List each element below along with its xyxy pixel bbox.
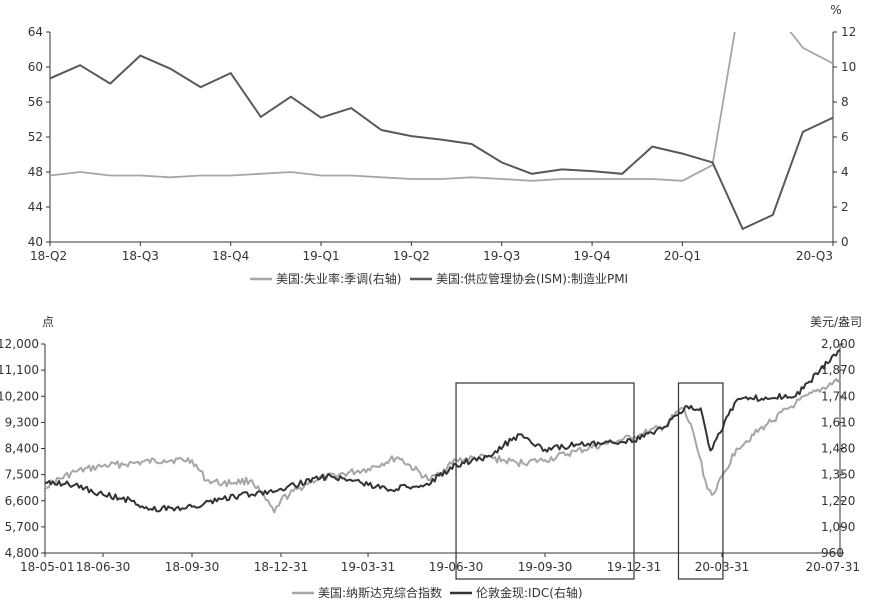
bottom-x-tick-label: 19-09-30: [518, 560, 572, 574]
series-line-unemployment: [50, 32, 833, 182]
top-y-tick-right-label: 6: [841, 130, 849, 144]
legend-label-ism-pmi: 美国:供应管理协会(ISM):制造业PMI: [436, 271, 628, 286]
top-y-tick-right-label: 2: [841, 200, 849, 214]
top-y-ticks-right: 0 2 4 6 8 10 12: [833, 25, 856, 249]
top-y-tick-right-label: 0: [841, 235, 849, 249]
bottom-x-tick-label: 18-05-01: [20, 560, 74, 574]
bottom-y-tick-right-label: 1,220: [821, 494, 855, 508]
top-x-tick-label: 20-Q3: [796, 249, 833, 263]
series-line-nasdaq: [44, 378, 841, 514]
bottom-y-tick-left-label: 10,200: [0, 389, 39, 403]
top-y-ticks-left: 40 44 48 52 56 60 64: [28, 25, 50, 249]
top-y-tick-left-label: 52: [28, 130, 43, 144]
bottom-y-tick-left-label: 11,100: [0, 363, 39, 377]
bottom-left-axis-unit: 点: [42, 315, 54, 329]
top-x-tick-label: 19-Q1: [302, 249, 339, 263]
top-y-tick-right-label: 8: [841, 95, 849, 109]
highlight-box-2: [677, 382, 724, 580]
top-y-tick-left-label: 60: [28, 60, 43, 74]
bottom-x-tick-label: 18-12-31: [254, 560, 308, 574]
bottom-y-tick-right-label: 1,610: [821, 415, 855, 429]
top-x-tick-label: 18-Q2: [30, 249, 67, 263]
bottom-y-tick-right-label: 1,350: [821, 468, 855, 482]
highlight-boxes: [455, 382, 724, 580]
top-x-tick-label: 19-Q4: [574, 249, 611, 263]
highlight-box-1: [455, 382, 635, 580]
bottom-y-tick-right-label: 1,480: [821, 442, 855, 456]
bottom-y-tick-left-label: 8,400: [5, 442, 39, 456]
bottom-y-tick-left-label: 12,000: [0, 337, 39, 351]
bottom-chart: 4,800 5,700 6,600 7,500 8,400 9,300 10,200 11,1…: [0, 315, 862, 600]
bottom-series-layer: [44, 349, 841, 514]
top-y-tick-right-label: 12: [841, 25, 856, 39]
bottom-y-tick-left-label: 4,800: [5, 546, 39, 560]
bottom-y-tick-left-label: 5,700: [5, 520, 39, 534]
bottom-y-tick-right-label: 960: [821, 546, 844, 560]
bottom-y-tick-left-label: 9,300: [5, 415, 39, 429]
bottom-right-axis-unit: 美元/盎司: [810, 315, 862, 329]
top-y-tick-left-label: 56: [28, 95, 43, 109]
legend-label-unemployment: 美国:失业率:季调(右轴): [276, 271, 401, 286]
top-x-tick-label: 18-Q3: [122, 249, 159, 263]
bottom-y-tick-right-label: 2,000: [821, 337, 855, 351]
bottom-legend: 美国:纳斯达克综合指数 伦敦金现:IDC(右轴): [292, 585, 583, 600]
top-y-tick-left-label: 40: [28, 235, 43, 249]
bottom-y-tick-right-label: 1,870: [821, 363, 855, 377]
bottom-x-tick-label: 19-03-31: [341, 560, 395, 574]
top-chart: 40 44 48 52 56 60 64 0 2 4 6 8 10 12 18-Q2 18-Q3 18-Q4…: [28, 3, 857, 286]
bottom-x-tick-label: 20-03-31: [695, 560, 749, 574]
bottom-y-ticks-right: 960 1,090 1,220 1,350 1,480 1,610 1,740 1,870 2,…: [821, 337, 855, 560]
series-line-ism-pmi: [50, 54, 833, 231]
series-line-london-gold: [44, 349, 841, 513]
top-y-tick-right-label: 4: [841, 165, 849, 179]
bottom-y-tick-right-label: 1,740: [821, 389, 855, 403]
bottom-x-tick-label: 18-09-30: [165, 560, 219, 574]
top-y-tick-left-label: 64: [28, 25, 43, 39]
bottom-x-ticks: 18-05-01 18-06-30 18-09-30 18-12-31 19-03-31…: [20, 553, 860, 574]
bottom-y-tick-right-label: 1,090: [821, 520, 855, 534]
top-legend: 美国:失业率:季调(右轴) 美国:供应管理协会(ISM):制造业PMI: [250, 271, 628, 286]
legend-label-london-gold: 伦敦金现:IDC(右轴): [476, 585, 583, 600]
bottom-y-tick-left-label: 6,600: [5, 494, 39, 508]
top-x-ticks: 18-Q2 18-Q3 18-Q4 19-Q1 19-Q2 19-Q3 19-Q4 20-Q1…: [30, 242, 834, 263]
top-x-tick-label: 20-Q1: [664, 249, 701, 263]
legend-label-nasdaq: 美国:纳斯达克综合指数: [318, 585, 442, 600]
top-series-layer: [50, 32, 833, 231]
top-y-tick-right-label: 10: [841, 60, 856, 74]
bottom-y-ticks-left: 4,800 5,700 6,600 7,500 8,400 9,300 10,200 11,1…: [0, 337, 45, 560]
top-y-tick-left-label: 44: [28, 200, 43, 214]
top-x-tick-label: 19-Q2: [393, 249, 430, 263]
bottom-x-tick-label: 20-07-31: [806, 560, 860, 574]
top-x-tick-label: 19-Q3: [483, 249, 520, 263]
top-y-tick-left-label: 48: [28, 165, 43, 179]
top-right-axis-unit: %: [830, 3, 841, 17]
bottom-x-tick-label: 18-06-30: [76, 560, 130, 574]
top-x-tick-label: 18-Q4: [212, 249, 249, 263]
bottom-y-tick-left-label: 7,500: [5, 468, 39, 482]
